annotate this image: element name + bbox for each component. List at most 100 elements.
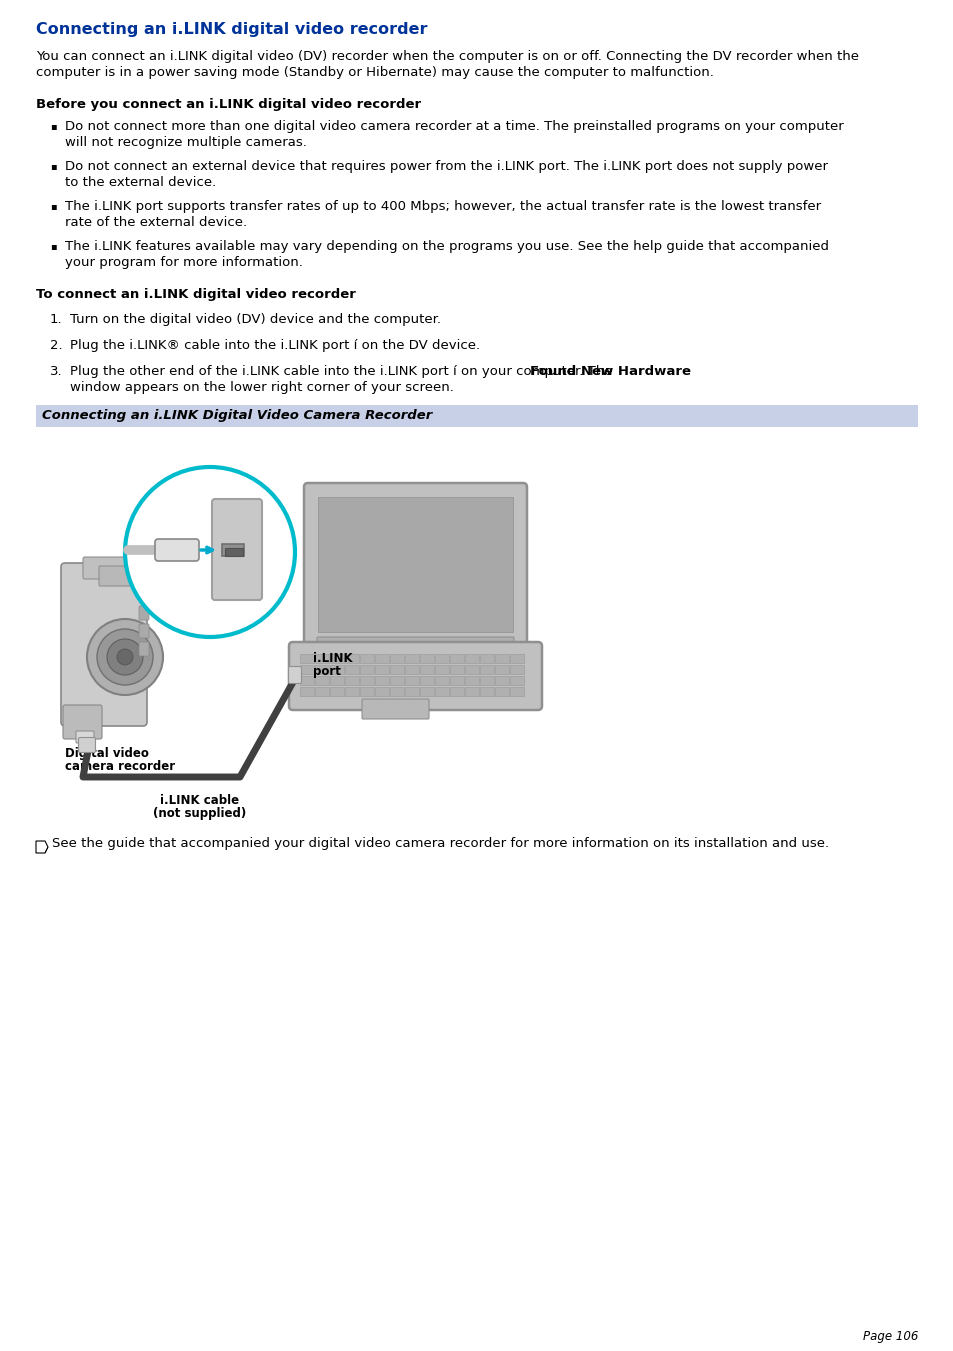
FancyBboxPatch shape bbox=[291, 670, 298, 680]
FancyBboxPatch shape bbox=[375, 676, 389, 685]
Text: Plug the i.LINK® cable into the i.LINK port í on the DV device.: Plug the i.LINK® cable into the i.LINK p… bbox=[70, 339, 479, 353]
FancyBboxPatch shape bbox=[139, 642, 149, 657]
FancyBboxPatch shape bbox=[435, 665, 449, 674]
FancyBboxPatch shape bbox=[299, 654, 314, 663]
Text: computer is in a power saving mode (Standby or Hibernate) may cause the computer: computer is in a power saving mode (Stan… bbox=[36, 66, 713, 78]
FancyBboxPatch shape bbox=[479, 676, 494, 685]
FancyBboxPatch shape bbox=[479, 688, 494, 696]
FancyBboxPatch shape bbox=[359, 665, 374, 674]
Text: See the guide that accompanied your digital video camera recorder for more infor: See the guide that accompanied your digi… bbox=[52, 838, 828, 850]
FancyBboxPatch shape bbox=[510, 676, 523, 685]
FancyBboxPatch shape bbox=[36, 405, 917, 427]
FancyBboxPatch shape bbox=[76, 731, 94, 743]
FancyBboxPatch shape bbox=[299, 688, 314, 696]
Circle shape bbox=[107, 639, 143, 676]
Text: Page 106: Page 106 bbox=[862, 1329, 917, 1343]
FancyBboxPatch shape bbox=[510, 688, 523, 696]
FancyBboxPatch shape bbox=[222, 544, 244, 557]
Text: to the external device.: to the external device. bbox=[65, 176, 216, 189]
FancyBboxPatch shape bbox=[464, 665, 478, 674]
FancyBboxPatch shape bbox=[345, 676, 358, 685]
FancyBboxPatch shape bbox=[390, 654, 403, 663]
FancyBboxPatch shape bbox=[330, 676, 344, 685]
FancyBboxPatch shape bbox=[375, 665, 389, 674]
FancyBboxPatch shape bbox=[316, 638, 514, 647]
FancyBboxPatch shape bbox=[63, 705, 102, 739]
FancyBboxPatch shape bbox=[154, 539, 199, 561]
Text: window appears on the lower right corner of your screen.: window appears on the lower right corner… bbox=[70, 381, 454, 394]
FancyBboxPatch shape bbox=[225, 549, 243, 557]
FancyBboxPatch shape bbox=[435, 654, 449, 663]
FancyBboxPatch shape bbox=[359, 688, 374, 696]
Text: 1.: 1. bbox=[50, 313, 63, 326]
FancyBboxPatch shape bbox=[464, 654, 478, 663]
FancyBboxPatch shape bbox=[479, 654, 494, 663]
FancyBboxPatch shape bbox=[450, 654, 463, 663]
FancyBboxPatch shape bbox=[304, 484, 526, 646]
FancyBboxPatch shape bbox=[419, 688, 434, 696]
FancyBboxPatch shape bbox=[450, 665, 463, 674]
FancyBboxPatch shape bbox=[479, 665, 494, 674]
FancyBboxPatch shape bbox=[289, 642, 541, 711]
Text: i.LINK cable: i.LINK cable bbox=[160, 794, 239, 807]
FancyBboxPatch shape bbox=[435, 676, 449, 685]
Circle shape bbox=[117, 648, 132, 665]
FancyBboxPatch shape bbox=[314, 676, 329, 685]
FancyBboxPatch shape bbox=[405, 688, 418, 696]
Circle shape bbox=[125, 467, 294, 638]
FancyBboxPatch shape bbox=[375, 654, 389, 663]
Text: will not recognize multiple cameras.: will not recognize multiple cameras. bbox=[65, 136, 307, 149]
Text: Digital video: Digital video bbox=[65, 747, 149, 761]
FancyBboxPatch shape bbox=[405, 665, 418, 674]
Text: rate of the external device.: rate of the external device. bbox=[65, 216, 247, 230]
FancyBboxPatch shape bbox=[78, 738, 95, 753]
FancyBboxPatch shape bbox=[299, 676, 314, 685]
FancyBboxPatch shape bbox=[314, 654, 329, 663]
FancyBboxPatch shape bbox=[375, 688, 389, 696]
FancyBboxPatch shape bbox=[345, 654, 358, 663]
FancyBboxPatch shape bbox=[405, 654, 418, 663]
Text: Do not connect an external device that requires power from the i.LINK port. The : Do not connect an external device that r… bbox=[65, 159, 827, 173]
Text: 2.: 2. bbox=[50, 339, 63, 353]
Polygon shape bbox=[45, 847, 48, 852]
Text: port: port bbox=[313, 665, 340, 678]
FancyBboxPatch shape bbox=[450, 676, 463, 685]
Text: ▪: ▪ bbox=[50, 201, 56, 211]
FancyBboxPatch shape bbox=[510, 665, 523, 674]
FancyBboxPatch shape bbox=[464, 688, 478, 696]
FancyBboxPatch shape bbox=[99, 566, 151, 586]
FancyBboxPatch shape bbox=[361, 698, 429, 719]
FancyBboxPatch shape bbox=[330, 665, 344, 674]
Circle shape bbox=[97, 630, 152, 685]
FancyBboxPatch shape bbox=[299, 665, 314, 674]
Text: i.LINK: i.LINK bbox=[313, 653, 353, 665]
Text: Before you connect an i.LINK digital video recorder: Before you connect an i.LINK digital vid… bbox=[36, 99, 420, 111]
FancyBboxPatch shape bbox=[139, 624, 149, 638]
Text: Do not connect more than one digital video camera recorder at a time. The preins: Do not connect more than one digital vid… bbox=[65, 120, 842, 132]
FancyBboxPatch shape bbox=[390, 665, 403, 674]
FancyBboxPatch shape bbox=[464, 676, 478, 685]
Circle shape bbox=[87, 619, 163, 694]
FancyBboxPatch shape bbox=[330, 654, 344, 663]
FancyBboxPatch shape bbox=[419, 665, 434, 674]
Text: Plug the other end of the i.LINK cable into the i.LINK port í on your computer. : Plug the other end of the i.LINK cable i… bbox=[70, 365, 616, 378]
Text: The i.LINK port supports transfer rates of up to 400 Mbps; however, the actual t: The i.LINK port supports transfer rates … bbox=[65, 200, 821, 213]
Text: ▪: ▪ bbox=[50, 122, 56, 131]
FancyBboxPatch shape bbox=[390, 676, 403, 685]
Text: Turn on the digital video (DV) device and the computer.: Turn on the digital video (DV) device an… bbox=[70, 313, 440, 326]
FancyBboxPatch shape bbox=[510, 654, 523, 663]
Text: To connect an i.LINK digital video recorder: To connect an i.LINK digital video recor… bbox=[36, 288, 355, 301]
FancyBboxPatch shape bbox=[330, 688, 344, 696]
Text: (not supplied): (not supplied) bbox=[153, 807, 247, 820]
FancyBboxPatch shape bbox=[314, 688, 329, 696]
Text: ▪: ▪ bbox=[50, 161, 56, 172]
Text: Connecting an i.LINK Digital Video Camera Recorder: Connecting an i.LINK Digital Video Camer… bbox=[42, 409, 432, 423]
FancyBboxPatch shape bbox=[345, 688, 358, 696]
FancyBboxPatch shape bbox=[495, 688, 509, 696]
FancyBboxPatch shape bbox=[390, 688, 403, 696]
FancyBboxPatch shape bbox=[419, 654, 434, 663]
FancyBboxPatch shape bbox=[314, 665, 329, 674]
FancyBboxPatch shape bbox=[139, 607, 149, 620]
Text: your program for more information.: your program for more information. bbox=[65, 255, 302, 269]
Text: Connecting an i.LINK digital video recorder: Connecting an i.LINK digital video recor… bbox=[36, 22, 427, 36]
